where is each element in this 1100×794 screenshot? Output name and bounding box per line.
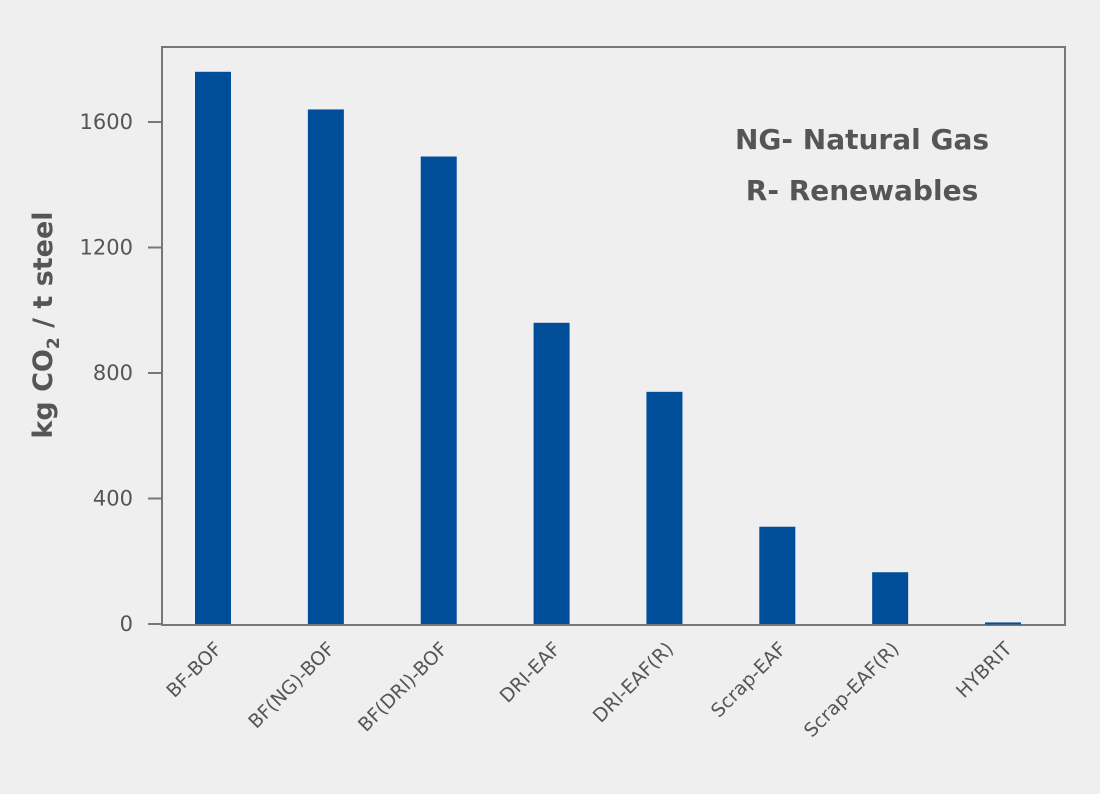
bar-scrap-eaf — [759, 526, 796, 624]
bar-hybrit — [985, 622, 1022, 625]
plot-frame — [161, 46, 1066, 626]
annotation-natural-gas: NG- Natural Gas — [735, 123, 989, 156]
y-tick-label: 800 — [93, 361, 133, 385]
x-category-label: BF-BOF — [162, 638, 226, 702]
bars — [195, 71, 1022, 625]
x-category-label: BF(DRI)-BOF — [354, 638, 452, 736]
y-axis: 0 400 800 1200 1600 — [80, 110, 162, 636]
y-tick-label: 400 — [93, 487, 133, 511]
x-category-label: BF(NG)-BOF — [244, 638, 339, 733]
bar-bf-dri-bof — [420, 156, 457, 624]
x-category-label: Scrap-EAF — [707, 638, 791, 722]
x-category-label: DRI-EAF — [496, 638, 565, 707]
y-tick-label: 1200 — [80, 236, 133, 260]
x-axis: BF-BOF BF(NG)-BOF BF(DRI)-BOF DRI-EAF DRI-EA… — [162, 638, 1016, 742]
annotation-renewables: R- Renewables — [746, 174, 978, 207]
bar-scrap-eaf-r — [872, 572, 909, 624]
bar-bf-bof — [195, 71, 231, 625]
bar-bf-ng-bof — [307, 109, 344, 624]
y-tick-label: 0 — [120, 612, 133, 636]
bar-dri-eaf-r — [646, 391, 683, 624]
x-category-label: DRI-EAF(R) — [589, 638, 678, 727]
x-category-label: HYBRIT — [952, 638, 1017, 703]
y-axis-label: kg CO2 / t steel — [28, 211, 64, 438]
y-tick-label: 1600 — [80, 110, 133, 134]
bar-dri-eaf — [533, 322, 570, 624]
x-category-label: Scrap-EAF(R) — [800, 638, 904, 742]
